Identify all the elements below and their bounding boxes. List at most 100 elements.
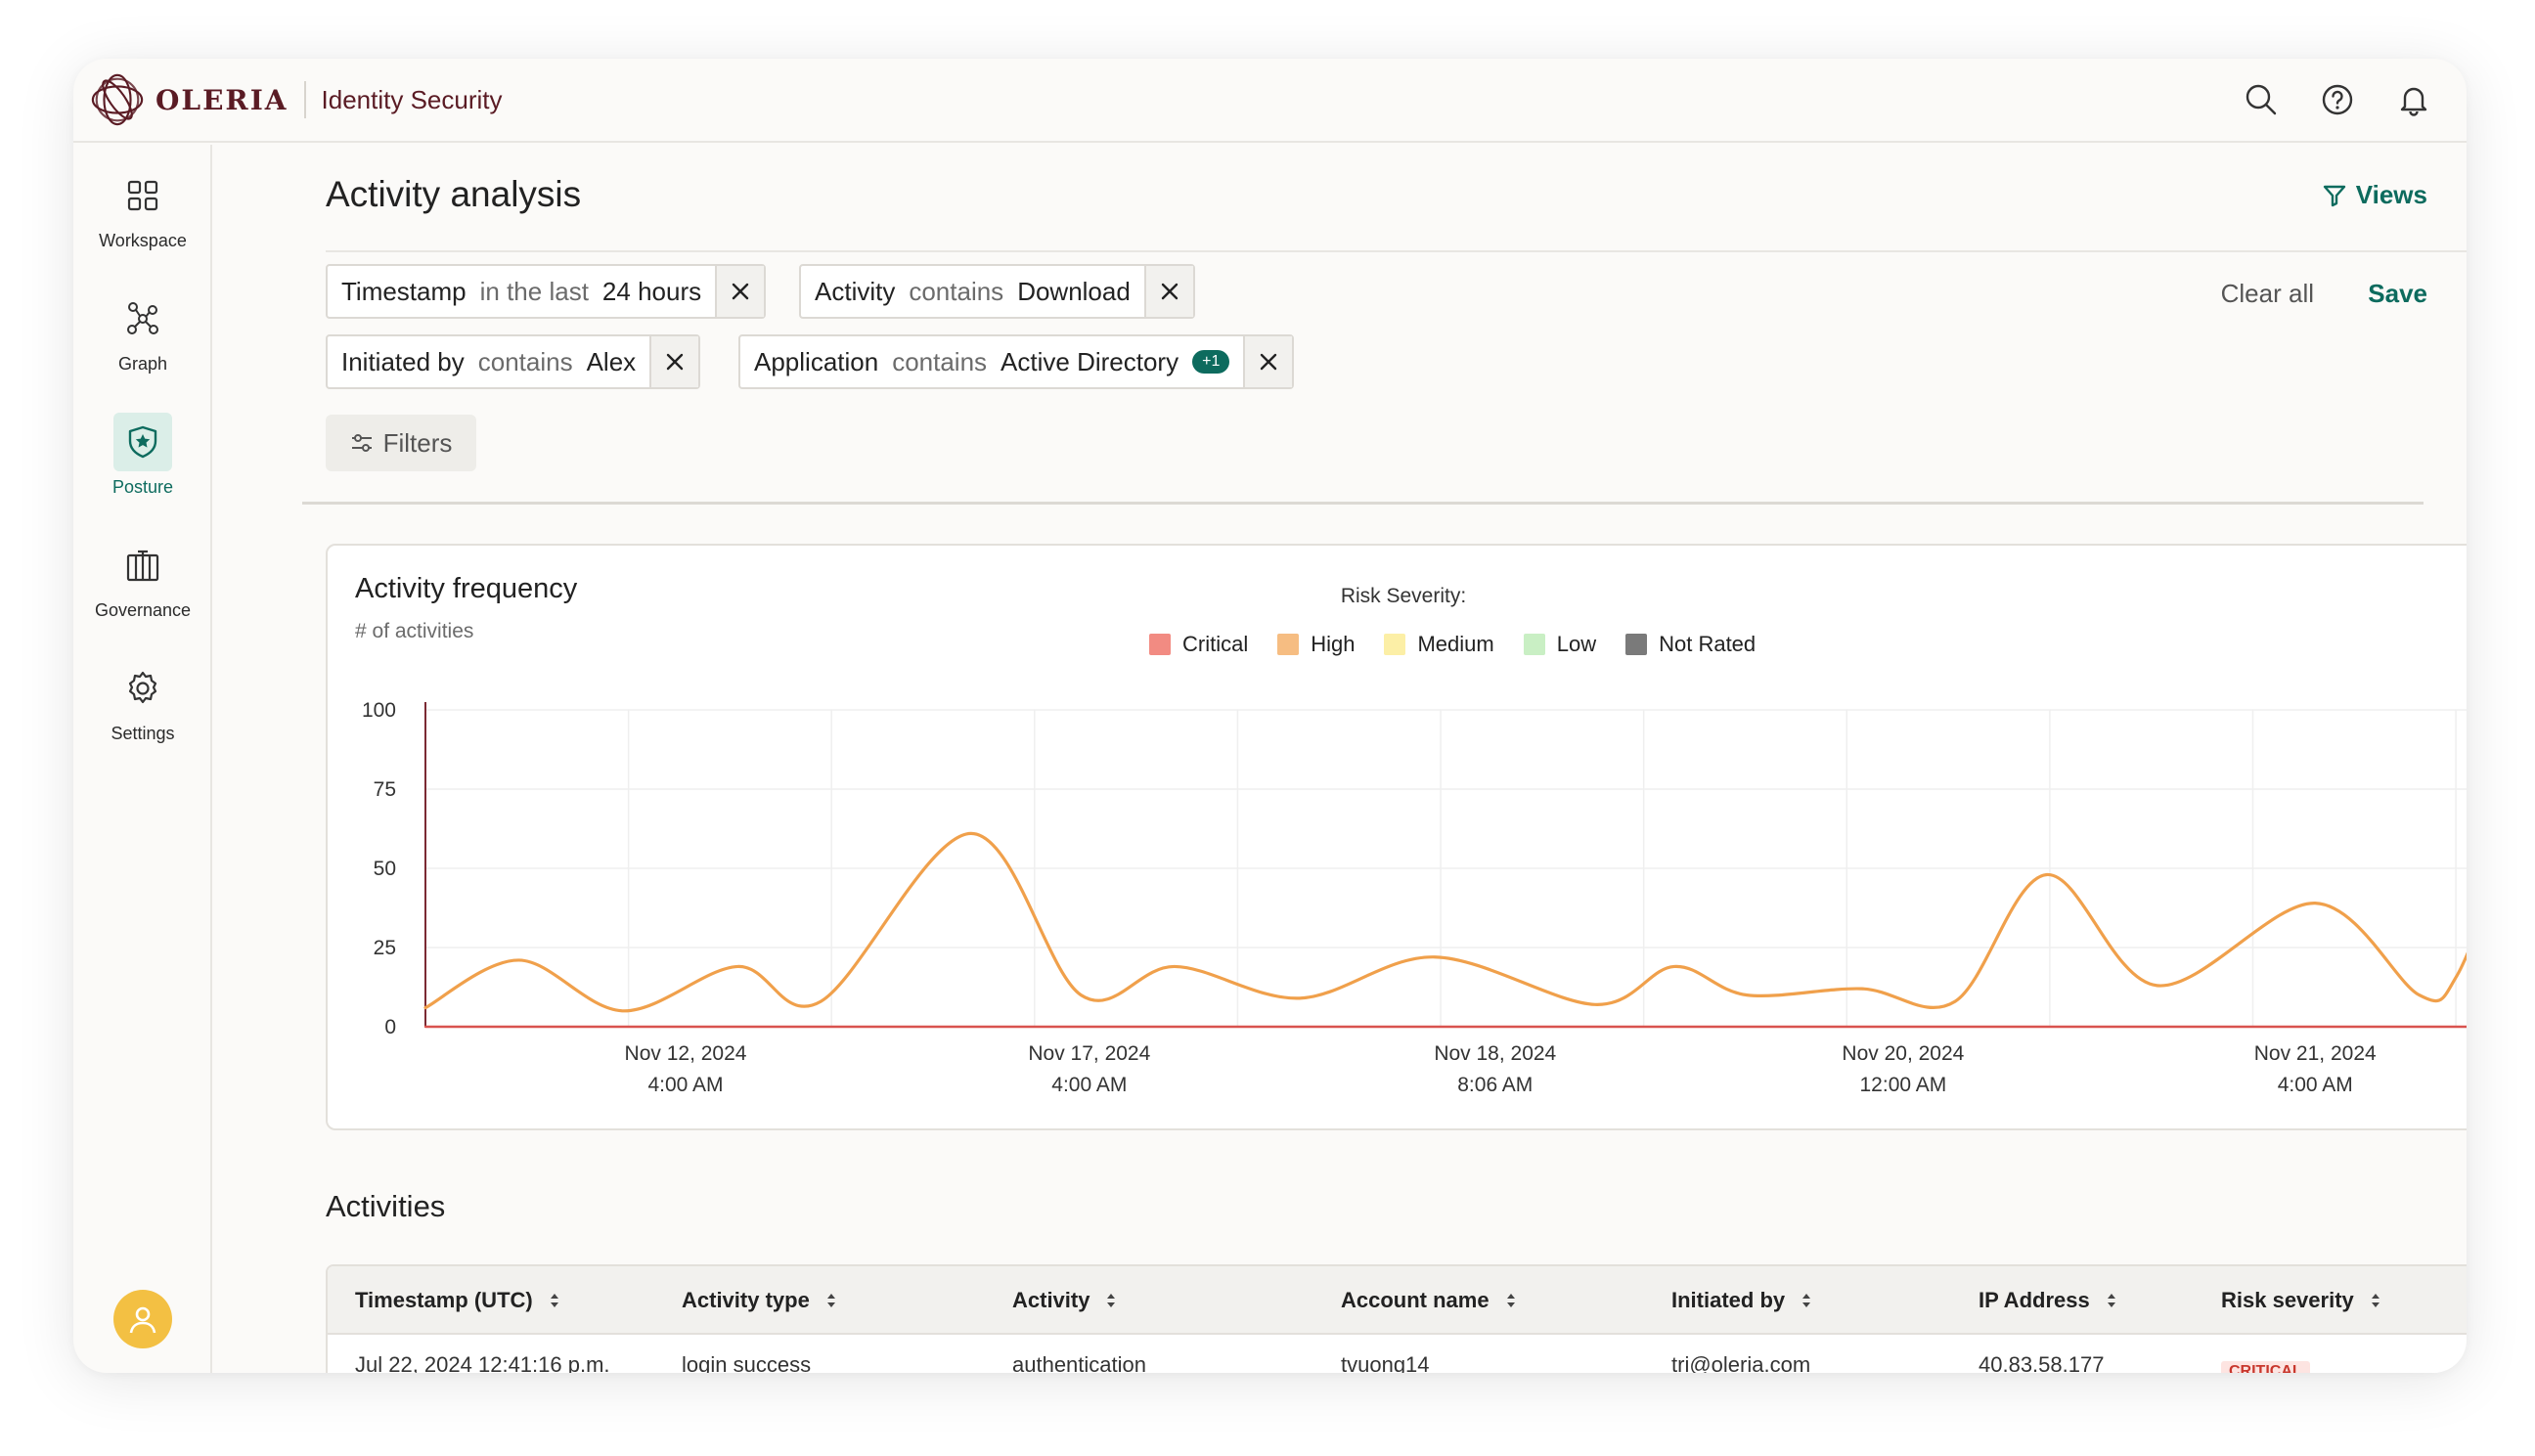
x-tick-time: 8:06 AM <box>1457 1074 1533 1096</box>
sidebar-item-settings[interactable]: Settings <box>73 659 212 744</box>
legend-title: Risk Severity: <box>1340 585 1467 607</box>
remove-filter-button[interactable] <box>715 266 765 317</box>
sidebar-item-label: Graph <box>117 354 168 374</box>
sidebar-item-governance[interactable]: Governance <box>73 536 212 621</box>
column-header[interactable]: IP Address <box>1979 1266 2117 1335</box>
close-icon <box>1161 283 1179 300</box>
legend-label: Medium <box>1417 632 1494 656</box>
column-header[interactable]: Timestamp (UTC) <box>355 1266 560 1335</box>
filter-funnel-icon <box>2323 185 2345 206</box>
table-cell: Jul 22, 2024 12:41:16 p.m. <box>355 1352 610 1373</box>
column-header[interactable]: Risk severity <box>2221 1266 2381 1335</box>
column-header-label: Initiated by <box>1671 1288 1786 1312</box>
table-cell: login success <box>682 1352 812 1373</box>
legend-item-high[interactable]: High <box>1277 632 1355 657</box>
chip-value: Active Directory <box>1001 346 1179 376</box>
sort-icon[interactable] <box>2370 1291 2381 1310</box>
legend-label: Low <box>1556 632 1597 656</box>
table-cell: authentication <box>1012 1352 1146 1373</box>
close-icon <box>666 353 684 371</box>
filter-chip-activity[interactable]: Activity contains Download <box>799 264 1195 319</box>
top-bar: OLERIA Identity Security <box>73 59 2467 143</box>
search-icon[interactable] <box>2240 78 2283 121</box>
brand[interactable]: OLERIA Identity Security <box>89 71 503 128</box>
close-icon <box>1261 353 1277 371</box>
graph-icon <box>113 289 172 348</box>
sort-icon[interactable] <box>1105 1291 1117 1310</box>
legend-item-critical[interactable]: Critical <box>1149 632 1248 657</box>
x-tick-time: 12:00 AM <box>1860 1074 1947 1096</box>
table-cell: tvuong14 <box>1341 1352 1430 1373</box>
chip-operator: in the last <box>479 276 589 306</box>
close-icon <box>732 283 749 300</box>
extra-count-badge: +1 <box>1192 350 1230 374</box>
legend-label: Critical <box>1182 632 1249 656</box>
x-tick-date: Nov 21, 2024 <box>2254 1042 2377 1065</box>
column-header-label: IP Address <box>1979 1288 2090 1312</box>
activities-title: Activities <box>326 1189 446 1223</box>
chart-y-label: # of activities <box>355 620 474 642</box>
legend-item-medium[interactable]: Medium <box>1384 632 1494 657</box>
gear-icon <box>113 659 172 718</box>
remove-filter-button[interactable] <box>649 336 699 387</box>
sidebar-item-posture[interactable]: Posture <box>73 413 212 498</box>
chart-title: Activity frequency <box>355 573 578 604</box>
column-header-label: Risk severity <box>2221 1288 2354 1312</box>
main-content: Activity analysis Views Timestamp in the … <box>214 145 2467 1373</box>
header-divider <box>326 250 2467 252</box>
user-avatar[interactable] <box>113 1290 172 1348</box>
sidebar-item-graph[interactable]: Graph <box>73 289 212 375</box>
save-button[interactable]: Save <box>2368 279 2427 308</box>
building-icon <box>113 536 172 595</box>
filters-label: Filters <box>382 427 453 458</box>
column-header-label: Activity <box>1012 1288 1090 1312</box>
x-tick-date: Nov 20, 2024 <box>1842 1042 1964 1065</box>
sort-icon[interactable] <box>1801 1291 1812 1310</box>
column-header[interactable]: Account name <box>1341 1266 1517 1335</box>
table-cell: CRITICAL <box>2221 1356 2310 1373</box>
table-header: Timestamp (UTC) Activity type Activity Acco… <box>328 1266 2467 1335</box>
chip-field: Application <box>754 346 879 376</box>
filter-chip-timestamp[interactable]: Timestamp in the last 24 hours <box>326 264 767 319</box>
legend-item-not-rated[interactable]: Not Rated <box>1625 632 1756 657</box>
help-icon[interactable] <box>2316 78 2359 121</box>
column-header-label: Account name <box>1341 1288 1490 1312</box>
column-header[interactable]: Activity <box>1012 1266 1117 1335</box>
activity-frequency-card: Activity frequency # of activities Risk … <box>326 544 2467 1130</box>
column-header[interactable]: Activity type <box>682 1266 837 1335</box>
sort-icon[interactable] <box>825 1291 837 1310</box>
column-header-label: Activity type <box>682 1288 810 1312</box>
bell-icon[interactable] <box>2392 78 2435 121</box>
oleria-logo-icon <box>91 73 144 126</box>
chip-field: Activity <box>815 276 896 306</box>
clear-all-button[interactable]: Clear all <box>2220 279 2314 308</box>
sidebar-item-label: Settings <box>111 724 175 743</box>
y-tick-label: 75 <box>374 778 396 801</box>
views-label: Views <box>2355 180 2427 209</box>
sort-icon[interactable] <box>549 1291 560 1310</box>
sidebar-item-workspace[interactable]: Workspace <box>73 166 212 251</box>
column-header[interactable]: Initiated by <box>1671 1266 1812 1335</box>
remove-filter-button[interactable] <box>1143 266 1193 317</box>
filters-divider <box>302 502 2424 505</box>
sort-icon[interactable] <box>1505 1291 1517 1310</box>
x-tick-time: 4:00 AM <box>2278 1074 2353 1096</box>
x-tick-date: Nov 17, 2024 <box>1028 1042 1150 1065</box>
legend-swatch <box>1277 634 1300 655</box>
x-tick-date: Nov 12, 2024 <box>625 1042 747 1065</box>
remove-filter-button[interactable] <box>1243 336 1293 387</box>
app-window: OLERIA Identity Security Workspace <box>73 59 2467 1373</box>
filter-chip-application[interactable]: Application contains Active Directory +1 <box>738 334 1295 389</box>
legend-swatch <box>1523 634 1545 655</box>
legend-item-low[interactable]: Low <box>1523 632 1597 657</box>
user-icon <box>129 1306 156 1334</box>
chip-field: Timestamp <box>341 276 467 306</box>
chip-operator: contains <box>477 346 573 376</box>
sort-icon[interactable] <box>2106 1291 2117 1310</box>
filter-chip-initiated-by[interactable]: Initiated by contains Alex <box>326 334 701 389</box>
sidebar-item-label: Workspace <box>99 231 187 250</box>
filters-button[interactable]: Filters <box>326 415 476 471</box>
x-tick-time: 4:00 AM <box>647 1074 723 1096</box>
views-button[interactable]: Views <box>2323 180 2427 210</box>
brand-divider <box>303 81 306 118</box>
